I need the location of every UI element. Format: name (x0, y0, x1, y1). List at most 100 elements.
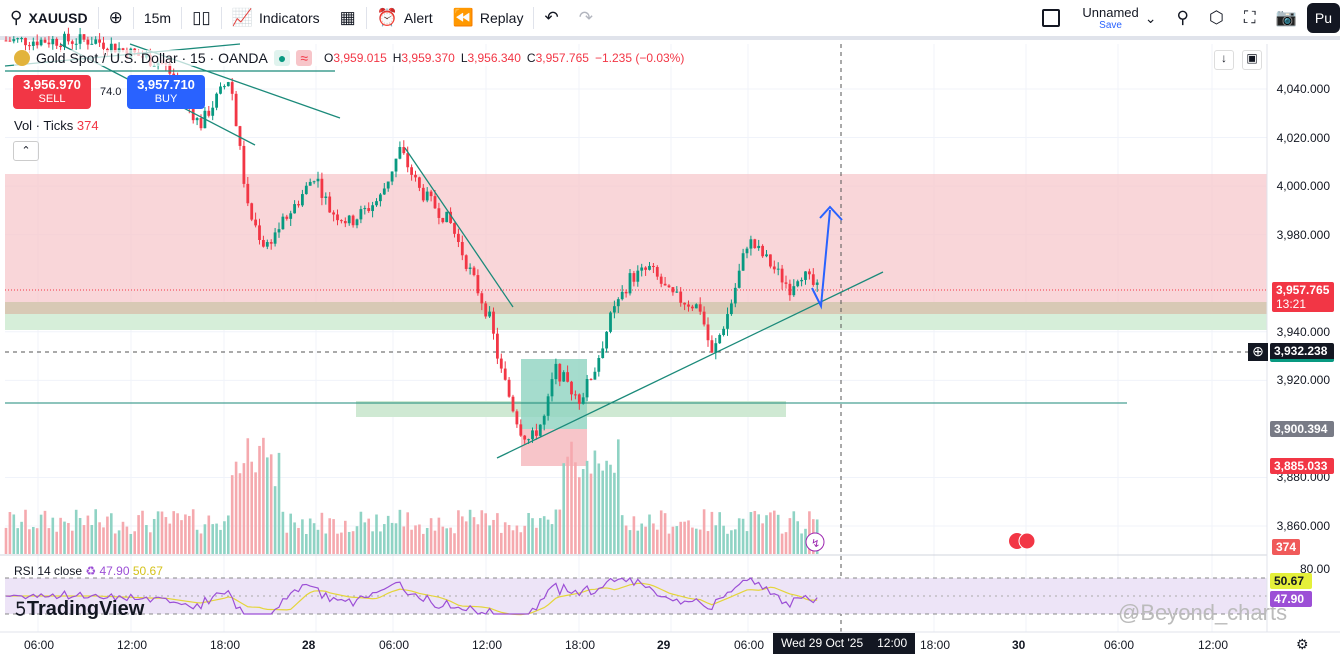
candle[interactable] (332, 212, 335, 215)
candle[interactable] (741, 253, 745, 271)
candle[interactable] (47, 42, 51, 45)
candle[interactable] (726, 314, 729, 329)
candle[interactable] (488, 311, 491, 317)
candle[interactable] (706, 324, 710, 341)
candle[interactable] (102, 42, 105, 49)
sell-button[interactable]: 3,956.970 SELL (13, 75, 91, 109)
zone-band-tan[interactable] (5, 302, 1267, 314)
candle[interactable] (601, 348, 605, 359)
candle[interactable] (336, 214, 339, 221)
candle[interactable] (402, 147, 406, 154)
fullscreen-button[interactable]: ⛶ (1234, 0, 1266, 36)
candle[interactable] (519, 424, 523, 436)
candle[interactable] (24, 37, 27, 46)
candle[interactable] (562, 372, 566, 382)
candle[interactable] (671, 287, 675, 293)
candle[interactable] (308, 181, 312, 186)
candle[interactable] (511, 396, 515, 412)
add-alert-icon[interactable]: ⊕ (1248, 343, 1268, 361)
candle[interactable] (394, 158, 398, 172)
candle[interactable] (449, 211, 452, 224)
candle[interactable] (74, 43, 78, 45)
candle[interactable] (246, 183, 250, 204)
candle[interactable] (702, 311, 706, 325)
candle[interactable] (234, 93, 238, 127)
templates-button[interactable]: ▦ (330, 0, 366, 36)
lightning-icon[interactable] (805, 532, 825, 552)
candle[interactable] (12, 39, 16, 42)
candle[interactable] (722, 328, 725, 335)
candle[interactable] (507, 379, 511, 397)
candle[interactable] (710, 340, 714, 353)
candle[interactable] (531, 430, 534, 440)
candle[interactable] (609, 312, 612, 332)
projection-arrow[interactable] (811, 209, 831, 310)
candle[interactable] (445, 211, 449, 223)
candle[interactable] (355, 219, 359, 226)
candle[interactable] (460, 242, 464, 256)
candle[interactable] (663, 283, 667, 286)
candle[interactable] (640, 267, 644, 271)
candle[interactable] (324, 196, 328, 198)
candle[interactable] (285, 216, 289, 219)
candle[interactable] (316, 178, 320, 182)
candle[interactable] (207, 110, 211, 116)
candle[interactable] (499, 358, 503, 369)
chart-type-button[interactable]: ▯▯ (182, 0, 221, 36)
candle[interactable] (250, 203, 254, 220)
candle[interactable] (441, 217, 445, 223)
candle[interactable] (468, 267, 472, 269)
candle[interactable] (51, 38, 55, 45)
candle[interactable] (39, 39, 43, 46)
collapse-legend-button[interactable]: ⌃ (13, 141, 39, 161)
candle[interactable] (433, 196, 437, 209)
candle[interactable] (687, 304, 690, 307)
candle[interactable] (484, 303, 488, 317)
candle[interactable] (418, 177, 421, 188)
candle[interactable] (199, 118, 203, 129)
candle[interactable] (386, 181, 390, 189)
candle[interactable] (94, 39, 98, 44)
candle[interactable] (82, 34, 86, 40)
candle[interactable] (70, 41, 74, 44)
candle[interactable] (273, 232, 277, 244)
candle[interactable] (8, 40, 12, 42)
candle[interactable] (289, 213, 293, 219)
candle[interactable] (804, 271, 807, 280)
candle[interactable] (258, 225, 261, 241)
candle[interactable] (538, 424, 542, 436)
publish-button[interactable]: Pu (1306, 3, 1340, 33)
quick-search-button[interactable]: ⚲ (1167, 0, 1199, 36)
candle[interactable] (616, 299, 620, 307)
candle[interactable] (242, 145, 246, 184)
candle[interactable] (78, 34, 82, 44)
axis-settings-icon[interactable]: ⚙ (1296, 636, 1309, 652)
candle[interactable] (363, 208, 367, 210)
candle[interactable] (550, 379, 554, 397)
candle[interactable] (624, 291, 628, 294)
candle[interactable] (480, 293, 484, 304)
candle[interactable] (398, 147, 402, 159)
undo-button[interactable]: ↶ (534, 0, 568, 36)
candle[interactable] (492, 311, 495, 334)
candle[interactable] (28, 45, 31, 47)
candle[interactable] (644, 267, 647, 270)
indicators-button[interactable]: 📈 Indicators (231, 8, 320, 27)
candle[interactable] (379, 194, 382, 202)
candle[interactable] (195, 118, 199, 121)
candle[interactable] (281, 216, 285, 230)
candle[interactable] (694, 304, 698, 309)
candle[interactable] (340, 220, 343, 222)
candle[interactable] (772, 266, 776, 270)
candle[interactable] (691, 306, 694, 309)
candle[interactable] (589, 378, 593, 380)
candle[interactable] (698, 304, 702, 312)
candle[interactable] (262, 240, 265, 247)
candle[interactable] (476, 275, 480, 294)
alert-button[interactable]: ⏰ Alert (376, 8, 433, 27)
candle[interactable] (304, 185, 308, 195)
candle[interactable] (367, 208, 371, 212)
candle[interactable] (359, 209, 363, 220)
candle[interactable] (776, 268, 780, 270)
candle[interactable] (558, 363, 562, 382)
